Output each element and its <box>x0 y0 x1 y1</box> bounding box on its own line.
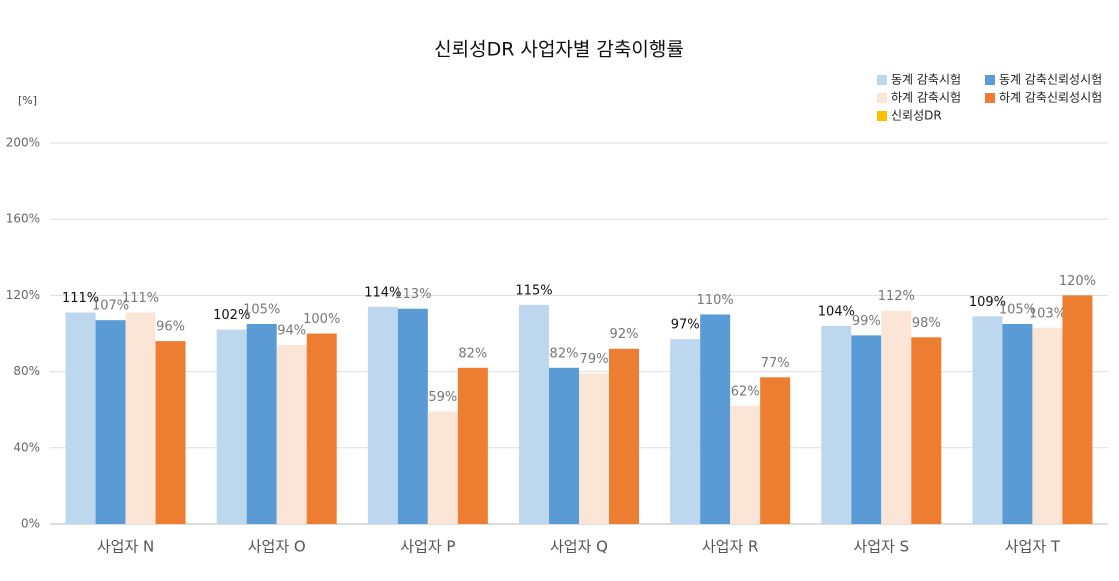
legend-label: 하계 감축신뢰성시험 <box>999 91 1102 105</box>
legend-label: 동계 감축신뢰성시험 <box>999 73 1102 87</box>
x-tick-label: 사업자 N <box>97 538 154 556</box>
data-label: 109% <box>969 295 1006 310</box>
legend-swatch <box>877 111 887 121</box>
bar <box>881 310 912 524</box>
data-label: 59% <box>428 390 457 405</box>
data-label: 99% <box>852 314 881 329</box>
x-tick-label: 사업자 T <box>1005 538 1061 556</box>
data-label: 105% <box>999 302 1036 317</box>
bar <box>519 304 549 524</box>
y-tick-label: 40% <box>13 440 40 454</box>
bar <box>216 329 247 524</box>
data-label: 110% <box>697 293 734 308</box>
bar <box>125 312 156 524</box>
bar <box>1002 323 1033 524</box>
bar <box>276 344 307 524</box>
bar <box>549 367 579 524</box>
data-label: 113% <box>394 287 431 302</box>
x-tick-label: 사업자 R <box>702 538 759 556</box>
data-label: 97% <box>671 318 700 333</box>
data-label: 92% <box>610 327 639 342</box>
bar <box>367 306 398 524</box>
bar <box>397 308 428 524</box>
data-label: 120% <box>1059 274 1096 289</box>
bar <box>760 377 791 524</box>
bar <box>95 320 126 524</box>
x-tick-label: 사업자 Q <box>550 538 608 556</box>
legend-label: 동계 감축시험 <box>891 73 961 87</box>
data-label: 77% <box>761 356 790 371</box>
legend-swatch <box>985 93 995 103</box>
data-label: 96% <box>156 320 185 335</box>
data-label: 107% <box>92 299 129 314</box>
y-tick-label: 200% <box>6 136 40 150</box>
data-label: 94% <box>277 323 306 338</box>
y-unit: [%] <box>18 94 37 107</box>
data-label: 102% <box>213 308 250 323</box>
bar <box>457 367 488 524</box>
data-label: 111% <box>62 291 99 306</box>
y-tick-label: 120% <box>6 288 40 302</box>
data-label: 114% <box>364 285 401 300</box>
x-tick-label: 사업자 S <box>853 538 909 556</box>
bar <box>700 314 731 524</box>
bar <box>1032 327 1063 524</box>
data-label: 115% <box>515 283 552 298</box>
bar <box>306 333 337 524</box>
bar <box>670 339 701 524</box>
data-label: 112% <box>878 289 915 304</box>
x-tick-label: 사업자 P <box>400 538 455 556</box>
bar <box>427 411 458 524</box>
bar <box>851 335 882 524</box>
y-tick-label: 160% <box>6 212 40 226</box>
data-label: 100% <box>303 312 340 327</box>
legend-swatch <box>985 75 995 85</box>
data-label: 82% <box>458 346 487 361</box>
bar <box>155 341 186 524</box>
legend-swatch <box>877 75 887 85</box>
data-label: 105% <box>243 302 280 317</box>
data-label: 62% <box>731 384 760 399</box>
x-tick-label: 사업자 O <box>248 538 306 556</box>
data-label: 111% <box>122 291 159 306</box>
bar <box>579 373 609 524</box>
bar <box>821 325 852 524</box>
y-tick-label: 0% <box>21 517 40 531</box>
data-label: 79% <box>580 352 609 367</box>
bar <box>730 405 761 524</box>
legend-label: 하계 감축시험 <box>891 91 961 105</box>
bar <box>65 312 96 524</box>
y-tick-label: 80% <box>13 364 40 378</box>
chart-title: 신뢰성DR 사업자별 감축이행률 <box>434 39 684 61</box>
bar <box>911 337 942 524</box>
bar <box>609 348 639 524</box>
data-label: 82% <box>550 346 579 361</box>
legend-label: 신뢰성DR <box>891 109 942 123</box>
data-label: 103% <box>1029 306 1066 321</box>
bar <box>972 316 1003 524</box>
legend-swatch <box>877 93 887 103</box>
data-label: 104% <box>818 304 855 319</box>
bar <box>1062 295 1093 524</box>
data-label: 98% <box>912 316 941 331</box>
bar <box>246 323 277 524</box>
